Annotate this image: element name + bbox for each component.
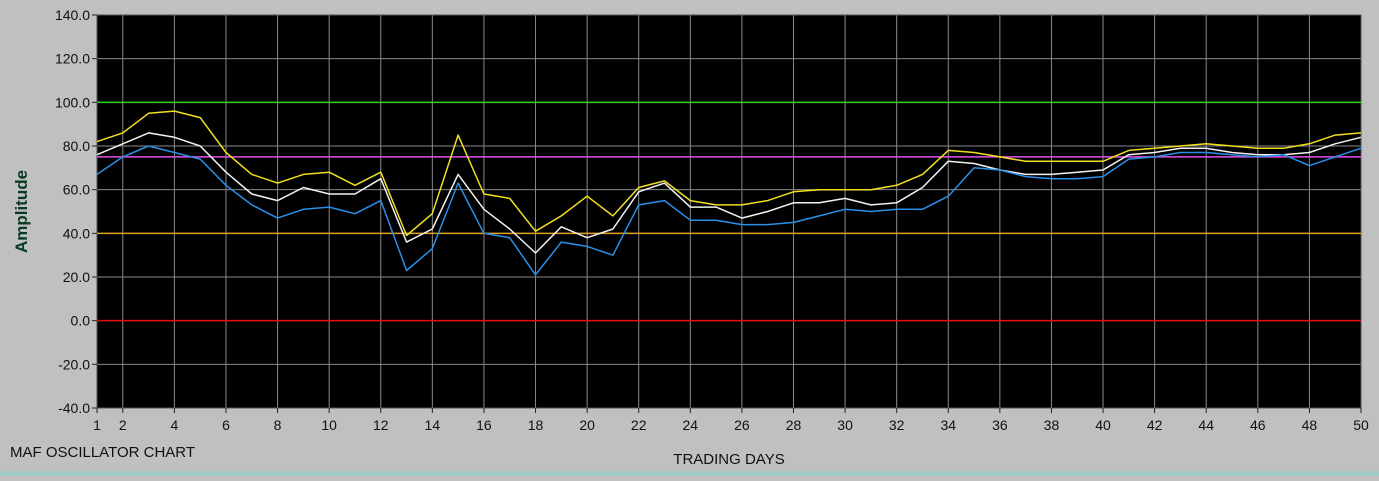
chart-caption: MAF OSCILLATOR CHART (10, 444, 196, 461)
x-tick-label-11: 22 (631, 417, 647, 433)
plot-area (97, 15, 1361, 408)
x-tick-label-3: 6 (222, 417, 230, 433)
x-tick-label-17: 34 (940, 417, 956, 433)
y-tick-label-5: 60.0 (63, 182, 90, 198)
x-tick-label-1: 2 (119, 417, 127, 433)
x-tick-label-7: 14 (425, 417, 441, 433)
x-tick-label-25: 50 (1353, 417, 1369, 433)
y-axis-label: Amplitude (12, 170, 31, 253)
y-tick-label-2: 0.0 (71, 313, 91, 329)
bottom-strip (0, 471, 1379, 476)
x-tick-label-13: 26 (734, 417, 750, 433)
x-axis-label: TRADING DAYS (673, 451, 784, 468)
y-tick-label-3: 20.0 (63, 269, 90, 285)
x-tick-label-9: 18 (528, 417, 544, 433)
x-tick-label-6: 12 (373, 417, 389, 433)
x-tick-label-18: 36 (992, 417, 1008, 433)
x-tick-label-0: 1 (93, 417, 101, 433)
y-tick-label-9: 140.0 (55, 7, 90, 23)
x-tick-label-23: 46 (1250, 417, 1266, 433)
x-tick-label-14: 28 (786, 417, 802, 433)
y-tick-label-0: -40.0 (58, 400, 90, 416)
y-tick-label-7: 100.0 (55, 94, 90, 110)
x-tick-label-21: 42 (1147, 417, 1163, 433)
x-tick-label-12: 24 (683, 417, 699, 433)
x-tick-label-4: 8 (274, 417, 282, 433)
plot-frame (96, 14, 1362, 409)
series-line-0 (96, 110, 1362, 237)
y-tick-label-1: -20.0 (58, 356, 90, 372)
x-tick-label-20: 40 (1095, 417, 1111, 433)
x-tick-label-2: 4 (170, 417, 178, 433)
x-tick-label-24: 48 (1302, 417, 1318, 433)
series-line-1 (96, 132, 1362, 254)
series-line-2 (96, 145, 1362, 276)
y-tick-label-6: 80.0 (63, 138, 90, 154)
y-tick-label-8: 120.0 (55, 51, 90, 67)
x-tick-label-8: 16 (476, 417, 492, 433)
y-tick-label-4: 40.0 (63, 225, 90, 241)
x-tick-label-16: 32 (889, 417, 905, 433)
x-tick-labels: 1 2 4 6 8 10 12 14 16 18 20 22 24 26 28 30 32 34 36 38 40 42 4… (93, 408, 1369, 433)
x-tick-label-22: 44 (1198, 417, 1214, 433)
x-tick-label-15: 30 (837, 417, 853, 433)
series-layer (96, 110, 1362, 276)
x-tick-label-10: 20 (579, 417, 595, 433)
x-tick-label-19: 38 (1044, 417, 1060, 433)
x-tick-label-5: 10 (321, 417, 337, 433)
y-tick-labels: -40.0 -20.0 0.0 20.0 40.0 60.0 80.0 100.0 120.0 1… (55, 7, 97, 416)
